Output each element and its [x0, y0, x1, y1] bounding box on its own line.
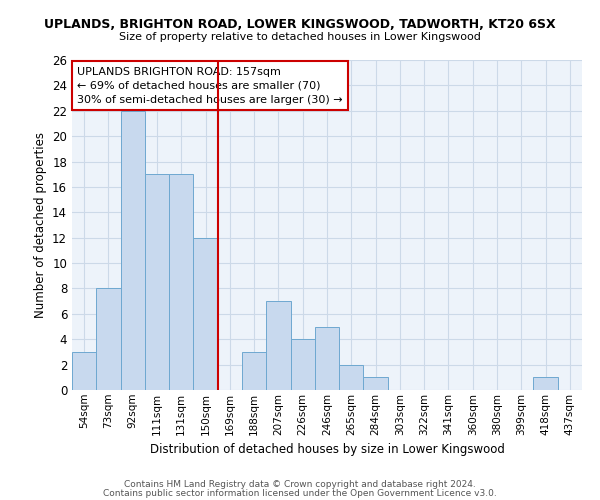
Bar [364, 378, 388, 390]
Text: Size of property relative to detached houses in Lower Kingswood: Size of property relative to detached ho… [119, 32, 481, 42]
Y-axis label: Number of detached properties: Number of detached properties [34, 132, 47, 318]
Bar [290, 339, 315, 390]
Bar [193, 238, 218, 390]
Bar [72, 352, 96, 390]
Bar [96, 288, 121, 390]
Text: Contains public sector information licensed under the Open Government Licence v3: Contains public sector information licen… [103, 489, 497, 498]
Bar [145, 174, 169, 390]
Text: UPLANDS BRIGHTON ROAD: 157sqm
← 69% of detached houses are smaller (70)
30% of s: UPLANDS BRIGHTON ROAD: 157sqm ← 69% of d… [77, 66, 343, 104]
Text: UPLANDS, BRIGHTON ROAD, LOWER KINGSWOOD, TADWORTH, KT20 6SX: UPLANDS, BRIGHTON ROAD, LOWER KINGSWOOD,… [44, 18, 556, 30]
Text: Contains HM Land Registry data © Crown copyright and database right 2024.: Contains HM Land Registry data © Crown c… [124, 480, 476, 489]
Bar [339, 364, 364, 390]
Bar [121, 111, 145, 390]
Bar [266, 301, 290, 390]
Bar [242, 352, 266, 390]
X-axis label: Distribution of detached houses by size in Lower Kingswood: Distribution of detached houses by size … [149, 443, 505, 456]
Bar [315, 326, 339, 390]
Bar [169, 174, 193, 390]
Bar [533, 378, 558, 390]
